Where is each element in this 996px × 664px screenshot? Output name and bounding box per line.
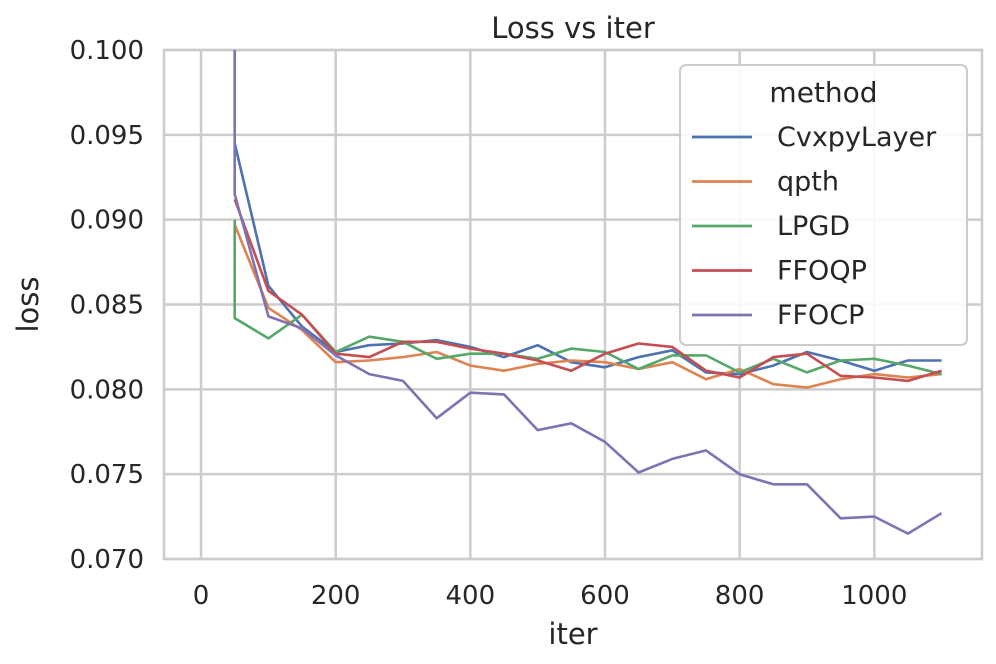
y-tick-label: 0.070 [70, 545, 144, 575]
chart-title: Loss vs iter [491, 11, 655, 45]
legend-item-ffocp: FFOCP [692, 300, 864, 331]
legend-item-qpth: qpth [692, 167, 839, 198]
legend-label: qpth [777, 167, 839, 198]
x-tick-label: 400 [446, 581, 496, 611]
y-tick-label: 0.075 [70, 460, 144, 490]
x-tick-label: 1000 [841, 581, 907, 611]
series-layer [233, 50, 943, 535]
y-tick-label: 0.085 [70, 291, 144, 321]
y-tick-label: 0.090 [70, 206, 144, 236]
x-tick-label: 800 [715, 581, 765, 611]
legend-item-lpgd: LPGD [692, 211, 850, 242]
x-axis-label: iter [548, 617, 597, 651]
series-line-cvxpylayer [233, 143, 942, 376]
legend-item-ffoqp: FFOQP [692, 256, 867, 287]
x-tick-label: 200 [311, 581, 361, 611]
legend-label: FFOQP [777, 256, 867, 287]
y-tick-label: 0.100 [70, 36, 144, 66]
legend: method CvxpyLayer qpth LPGD FFOQP FFOCP [679, 64, 968, 346]
x-tick-label: 600 [580, 581, 630, 611]
y-tick-labels: 0.070 0.075 0.080 0.085 0.090 0.095 0.100 [70, 36, 144, 575]
legend-items: CvxpyLayer qpth LPGD FFOQP FFOCP [692, 122, 937, 331]
y-tick-label: 0.095 [70, 121, 144, 151]
legend-label: FFOCP [777, 300, 864, 331]
plot-frame [162, 48, 984, 561]
legend-box [679, 64, 968, 346]
x-tick-label: 0 [193, 581, 210, 611]
legend-title: method [769, 76, 877, 109]
legend-item-cvxpylayer: CvxpyLayer [692, 122, 937, 153]
series-line-ffocp [233, 50, 943, 535]
y-axis-label: loss [11, 276, 45, 332]
y-tick-label: 0.080 [70, 375, 144, 405]
series-line-ffoqp [233, 198, 942, 383]
x-tick-labels: 0 200 400 600 800 1000 [193, 581, 908, 611]
legend-label: CvxpyLayer [777, 122, 937, 153]
legend-label: LPGD [777, 211, 850, 242]
